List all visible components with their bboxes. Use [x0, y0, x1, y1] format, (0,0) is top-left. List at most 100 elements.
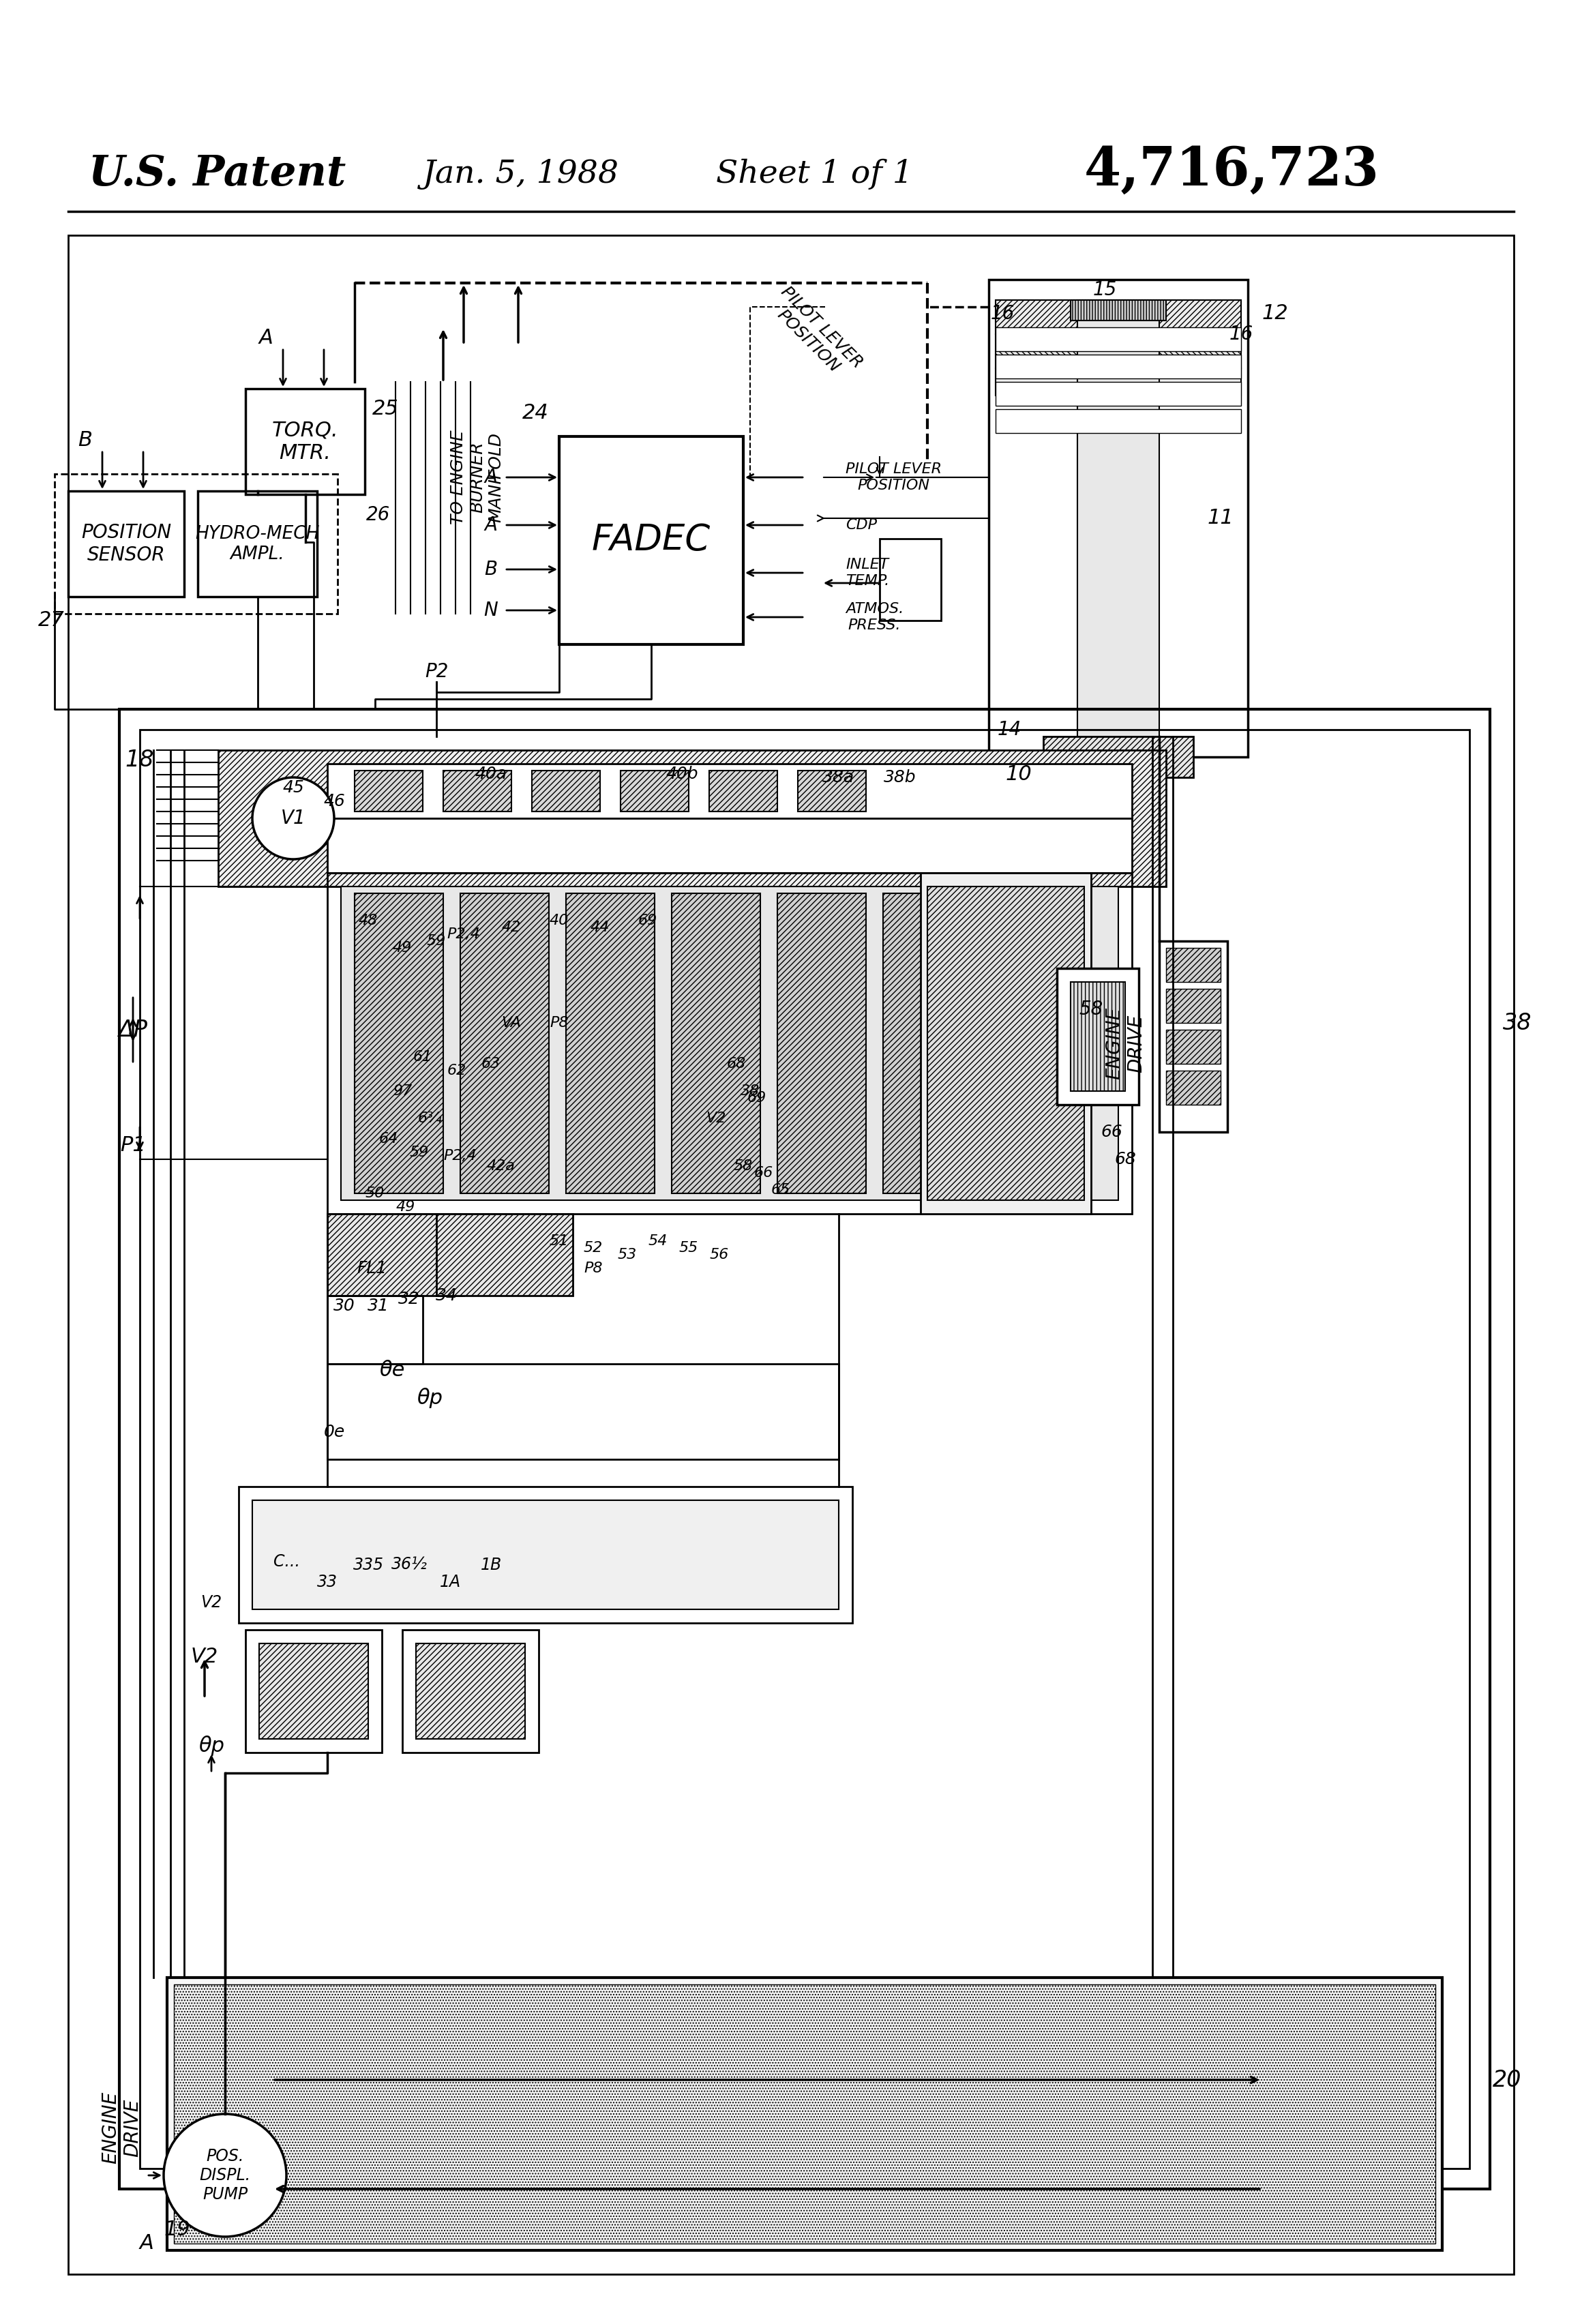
Bar — [139, 730, 1470, 2168]
Text: V2: V2 — [201, 1594, 221, 1611]
Bar — [921, 874, 1092, 1213]
Text: 18: 18 — [125, 748, 155, 772]
Bar — [995, 367, 1240, 395]
Bar — [354, 892, 443, 1192]
Bar — [252, 1501, 838, 1608]
Text: Sheet 1 of 1: Sheet 1 of 1 — [717, 158, 913, 188]
Text: C...: C... — [274, 1552, 299, 1569]
Text: 52: 52 — [584, 1241, 603, 1255]
Text: 40a: 40a — [475, 767, 508, 783]
Bar — [437, 1213, 573, 1297]
Bar — [198, 490, 316, 597]
Bar — [995, 328, 1240, 351]
Text: 19: 19 — [165, 2219, 190, 2240]
Text: 65: 65 — [770, 1183, 791, 1197]
Bar — [168, 1978, 1443, 2250]
Bar — [54, 474, 337, 614]
Text: INLET
TEMP.: INLET TEMP. — [845, 558, 889, 588]
Text: 45: 45 — [283, 779, 304, 795]
Text: 15: 15 — [1093, 281, 1117, 300]
Text: θp: θp — [416, 1387, 443, 1408]
Text: A: A — [484, 516, 497, 535]
Bar — [416, 1643, 525, 1738]
Bar — [989, 892, 1077, 1192]
Bar — [402, 1629, 539, 1752]
Text: POSITION
SENSOR: POSITION SENSOR — [81, 523, 171, 565]
Bar — [709, 772, 777, 811]
Text: 49: 49 — [392, 941, 411, 955]
Bar — [1071, 983, 1125, 1090]
Text: P8: P8 — [584, 1262, 603, 1276]
Text: HYDRO-MECH
AMPL.: HYDRO-MECH AMPL. — [195, 525, 320, 562]
Bar — [1160, 941, 1228, 1132]
Text: 33: 33 — [316, 1573, 337, 1590]
Bar — [245, 1629, 381, 1752]
Text: 42a: 42a — [487, 1160, 516, 1174]
Bar — [68, 490, 184, 597]
Bar — [1057, 969, 1139, 1104]
Text: V1: V1 — [280, 809, 305, 827]
Text: 56: 56 — [710, 1248, 729, 1262]
Text: 53: 53 — [617, 1248, 638, 1262]
Text: V2: V2 — [191, 1648, 218, 1666]
Text: FADEC: FADEC — [592, 523, 710, 558]
Bar — [558, 437, 744, 644]
Text: TO ENGINE
BURNER
MANIFOLD: TO ENGINE BURNER MANIFOLD — [451, 430, 505, 525]
Bar — [460, 892, 549, 1192]
Bar — [119, 709, 1490, 2189]
Text: ENGINE
DRIVE: ENGINE DRIVE — [1104, 1006, 1145, 1081]
Text: 1A: 1A — [440, 1573, 460, 1590]
Text: 46: 46 — [323, 792, 345, 809]
Bar — [443, 772, 511, 811]
Bar — [259, 1643, 369, 1738]
Text: 40: 40 — [549, 913, 570, 927]
Text: U.S. Patent: U.S. Patent — [89, 153, 346, 195]
Bar — [797, 772, 865, 811]
Bar — [239, 1487, 853, 1622]
Text: 97: 97 — [392, 1085, 411, 1097]
Bar — [995, 335, 1240, 367]
Text: P2,4: P2,4 — [443, 1148, 476, 1162]
Bar — [327, 818, 1133, 874]
Text: 59: 59 — [410, 1146, 429, 1160]
Text: 59: 59 — [427, 934, 446, 948]
Bar — [1166, 1071, 1221, 1104]
Bar — [883, 892, 971, 1192]
Text: 64: 64 — [380, 1132, 399, 1146]
Bar — [880, 539, 941, 621]
Bar — [327, 1213, 464, 1297]
Bar — [174, 1985, 1435, 2243]
Text: 40b: 40b — [666, 767, 698, 783]
Text: 32: 32 — [399, 1290, 419, 1306]
Text: 54: 54 — [649, 1234, 668, 1248]
Text: 66: 66 — [1101, 1125, 1122, 1141]
Bar — [620, 772, 688, 811]
Bar — [1071, 300, 1166, 321]
Bar — [989, 279, 1248, 758]
Text: ΔP: ΔP — [119, 1018, 147, 1041]
Bar — [327, 874, 1133, 1213]
Text: V2: V2 — [706, 1111, 726, 1125]
Text: 16: 16 — [1229, 325, 1253, 344]
Bar — [342, 885, 1118, 1199]
Text: 44: 44 — [590, 920, 609, 934]
Circle shape — [163, 2115, 286, 2236]
Text: 66: 66 — [755, 1167, 774, 1181]
Text: B: B — [484, 560, 497, 579]
Text: P2: P2 — [424, 662, 448, 681]
Text: 10: 10 — [1006, 765, 1031, 783]
Text: 30: 30 — [334, 1297, 356, 1313]
Bar — [995, 356, 1240, 379]
Bar — [354, 772, 422, 811]
Bar — [1166, 948, 1221, 983]
Bar — [532, 772, 600, 811]
Text: 4,716,723: 4,716,723 — [1084, 144, 1380, 198]
Bar — [327, 1297, 422, 1364]
Text: 36½: 36½ — [391, 1557, 427, 1573]
Text: ATMOS.
PRESS.: ATMOS. PRESS. — [845, 602, 903, 632]
Text: 24: 24 — [522, 402, 549, 423]
Text: 55: 55 — [679, 1241, 698, 1255]
Text: 26: 26 — [367, 504, 391, 525]
Bar — [1077, 300, 1160, 751]
Text: 61: 61 — [413, 1050, 432, 1064]
